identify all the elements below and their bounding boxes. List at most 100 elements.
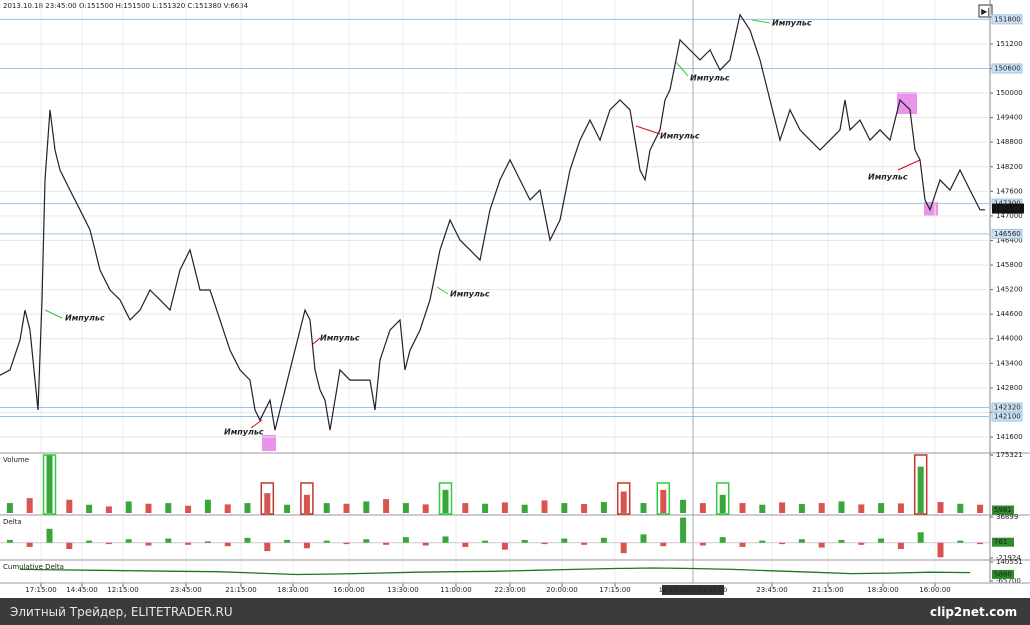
bar xyxy=(26,498,33,513)
highlight-box xyxy=(262,435,276,451)
x-tick-label: 16:00:00 xyxy=(333,586,364,594)
x-tick-label: 16:00:00 xyxy=(919,586,950,594)
bar xyxy=(818,542,825,548)
annotation: Импульс xyxy=(320,334,360,343)
header: 2013.10.18 23:45:00 O:151500 H:151500 L:… xyxy=(3,2,249,10)
bar xyxy=(660,542,667,547)
bar xyxy=(86,540,93,543)
bar xyxy=(917,466,924,513)
bar xyxy=(680,517,687,543)
bar xyxy=(640,503,647,513)
bar xyxy=(759,504,766,513)
bar xyxy=(798,539,805,543)
annotation: Импульс xyxy=(772,19,812,28)
last-value-label: 761 xyxy=(994,538,1007,546)
bar xyxy=(620,491,627,513)
chart: 2013.10.18 23:45:00 O:151500 H:151500 L:… xyxy=(0,0,1030,595)
last-value-box xyxy=(992,537,1014,547)
bar xyxy=(6,503,13,513)
last-value-box xyxy=(992,569,1014,579)
bar xyxy=(303,542,310,549)
bar xyxy=(660,489,667,513)
bar xyxy=(185,505,192,513)
bar xyxy=(224,504,231,513)
bar xyxy=(739,542,746,547)
cursor-label: 18.10.2013 23:45:00 xyxy=(659,586,727,594)
last-value-box xyxy=(992,505,1014,515)
last-value-label: 5880 xyxy=(994,570,1012,578)
x-tick-label: 23:45:00 xyxy=(756,586,787,594)
x-tick-label: 20:00:00 xyxy=(546,586,577,594)
bar xyxy=(917,532,924,543)
bar xyxy=(957,503,964,513)
bar xyxy=(363,539,370,543)
bar xyxy=(244,503,251,513)
x-tick-label: 18:30:00 xyxy=(867,586,898,594)
annotation-connector xyxy=(897,159,921,171)
bar xyxy=(284,539,291,543)
level-label: 142320 xyxy=(994,404,1021,412)
svg-text:▶|: ▶| xyxy=(981,7,990,16)
annotation: Импульс xyxy=(224,428,264,437)
x-tick-label: 18:30:00 xyxy=(277,586,308,594)
bar xyxy=(264,542,271,552)
bar xyxy=(581,542,588,545)
bar xyxy=(264,493,271,513)
annotation-connector xyxy=(250,419,263,429)
volume-highlight xyxy=(656,482,671,515)
bar xyxy=(442,536,449,543)
annotation: Импульс xyxy=(660,132,700,141)
bar xyxy=(878,503,885,513)
bar xyxy=(739,503,746,513)
volume-highlight xyxy=(438,482,453,515)
bar xyxy=(838,539,845,543)
bar xyxy=(858,542,865,545)
bar xyxy=(561,503,568,513)
level-label-box xyxy=(991,411,1023,422)
bar xyxy=(779,502,786,513)
y-tick-label: 150000 xyxy=(996,89,1023,97)
bar xyxy=(561,538,568,543)
bar xyxy=(482,503,489,513)
bar xyxy=(383,542,390,545)
bar xyxy=(977,504,984,513)
bar xyxy=(620,542,627,554)
last-price-box xyxy=(992,203,1024,214)
bar xyxy=(977,542,984,545)
bar xyxy=(422,542,429,546)
last-value-label: 5981 xyxy=(994,506,1012,514)
x-tick-label: 13:30:00 xyxy=(387,586,418,594)
bar xyxy=(323,503,330,513)
bar xyxy=(46,455,53,513)
x-tick-label: 14:45:00 xyxy=(66,586,97,594)
bar xyxy=(422,504,429,513)
y-tick-label: 151200 xyxy=(996,40,1023,48)
bar xyxy=(719,494,726,513)
scroll-button[interactable]: ▶| xyxy=(978,4,993,18)
panel-title: Volume xyxy=(3,456,29,464)
annotation: Импульс xyxy=(868,173,908,182)
bar xyxy=(66,499,73,513)
bar xyxy=(937,502,944,513)
bar xyxy=(897,542,904,549)
bar xyxy=(462,503,469,513)
bar xyxy=(125,501,132,513)
bar xyxy=(284,504,291,513)
y-tick-label: 142800 xyxy=(996,384,1023,392)
footer-logo: clip2net.com xyxy=(930,605,1018,619)
annotation-connector xyxy=(44,309,63,319)
bar xyxy=(937,542,944,558)
price-line xyxy=(0,13,985,431)
bar xyxy=(501,502,508,513)
level-label: 142100 xyxy=(994,413,1021,421)
y-tick-label: 147000 xyxy=(996,212,1023,220)
bar xyxy=(482,540,489,543)
bar xyxy=(204,541,211,543)
bar xyxy=(165,503,172,513)
bar xyxy=(343,503,350,513)
bar xyxy=(541,542,548,545)
bar xyxy=(402,503,409,513)
y-tick-label: 147600 xyxy=(996,187,1023,195)
volume-highlight xyxy=(42,454,57,515)
y-tick-label: 148800 xyxy=(996,138,1023,146)
